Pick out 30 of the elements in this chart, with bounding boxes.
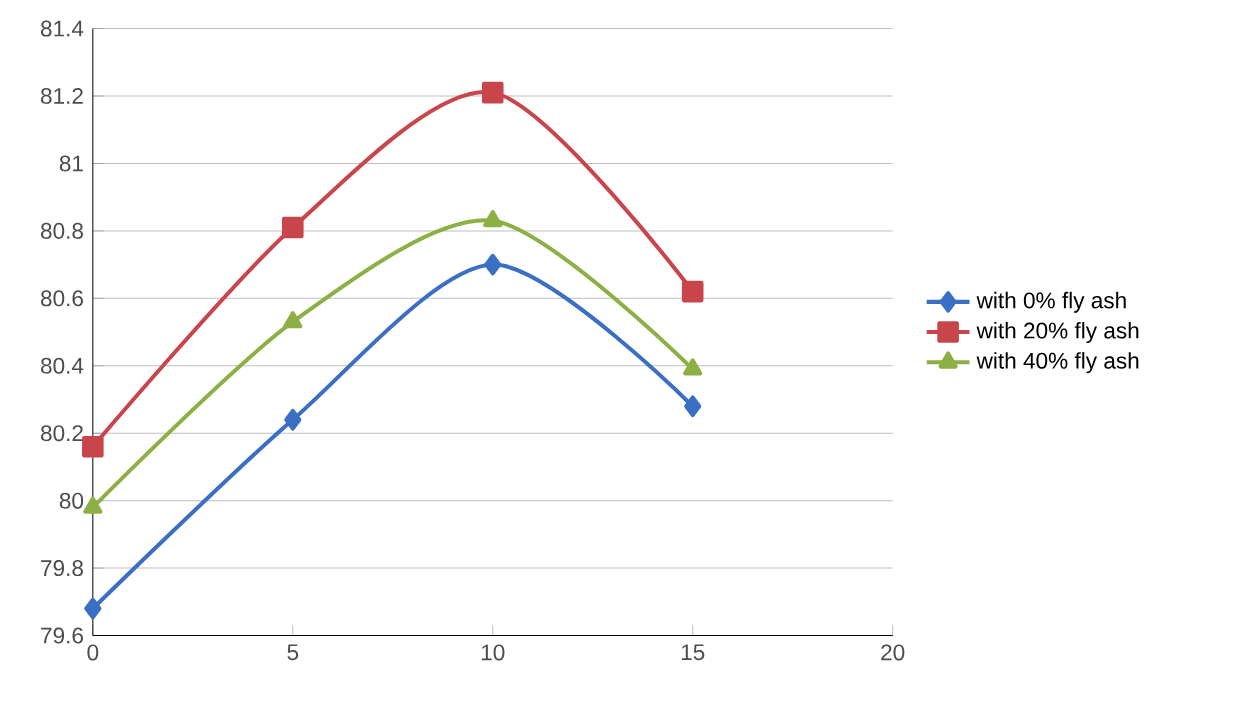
y-tick-label: 79.6 [41,627,83,644]
y-tick-label: 80.2 [40,425,83,442]
x-tick-label: 10 [481,644,505,661]
point [82,435,104,458]
legend-label: with 0% fly ash [976,291,1126,313]
legend-label: with 40% fly ash [976,352,1139,374]
point [284,408,302,431]
point [484,253,502,276]
x-tick-label: 20 [881,644,905,661]
y-tick-label: 80 [59,492,84,509]
point [681,280,704,303]
point [481,81,504,104]
y-tick-label: 81 [59,155,83,172]
point [684,395,702,417]
y-tick-label: 81.4 [40,20,84,37]
point [84,597,102,620]
x-tick-label: 0 [87,644,99,661]
y-tick-label: 80.6 [40,290,83,307]
point [483,209,503,228]
y-tick-label: 80.4 [40,357,84,374]
y-tick-label: 81.2 [40,87,83,104]
x-tick-label: 5 [287,644,299,661]
point [283,311,303,329]
y-tick-label: 79.8 [41,560,83,577]
legend-label: with 20% fly ash [976,321,1139,343]
x-tick-label: 15 [681,644,705,661]
point [683,358,703,376]
point [83,496,103,514]
y-tick-label: 80.8 [40,222,83,239]
point [282,216,304,239]
